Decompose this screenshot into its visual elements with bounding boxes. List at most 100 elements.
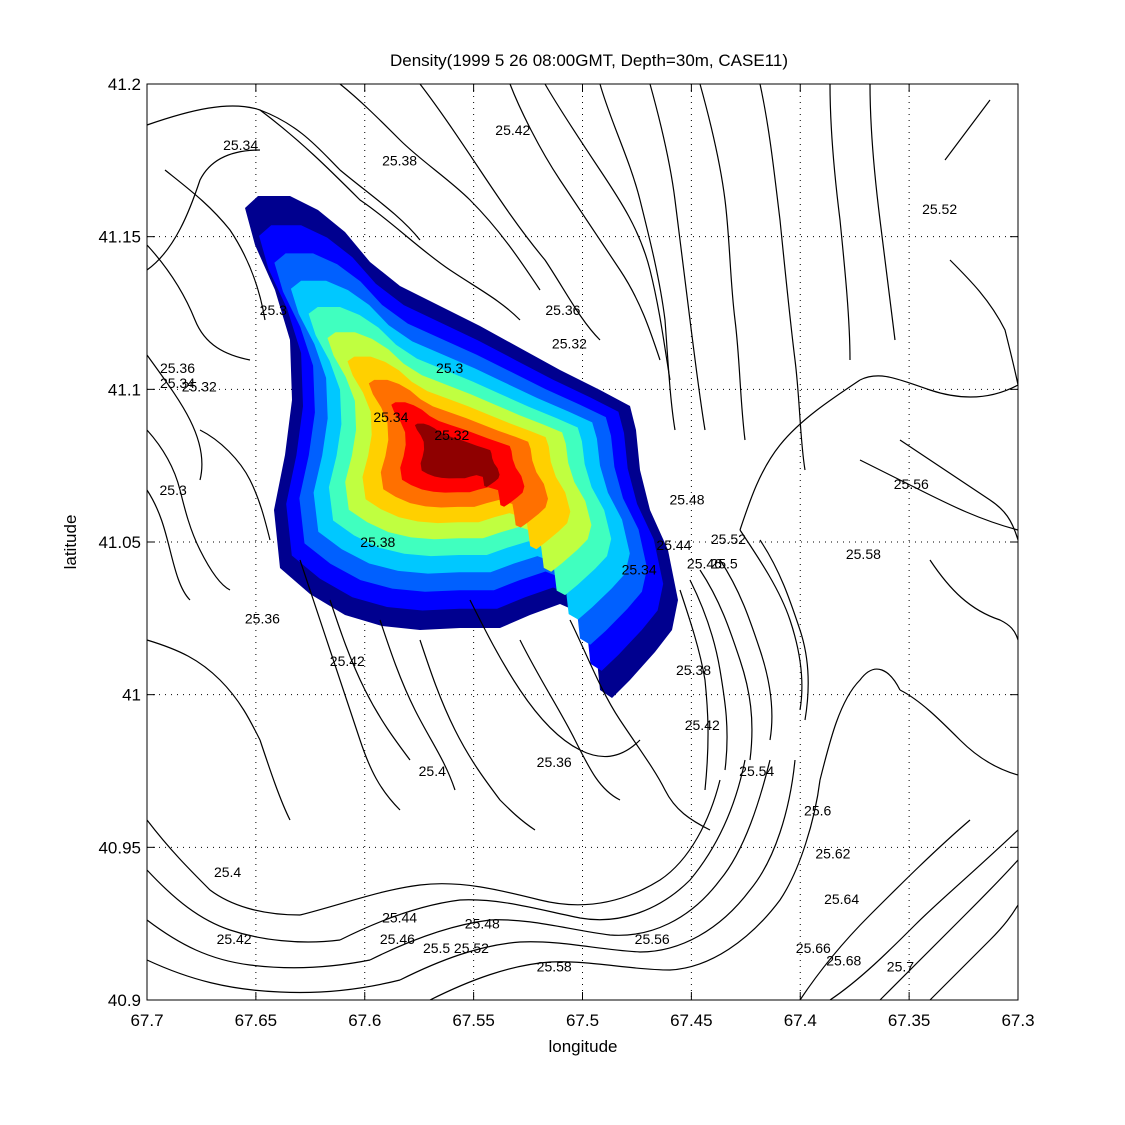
contour-line [679, 589, 709, 791]
contour-label: 25.42 [495, 122, 530, 138]
contour-line [146, 819, 301, 916]
density-fill-level-10 [414, 423, 500, 487]
x-tick-label: 67.6 [348, 1011, 381, 1030]
contour-line [369, 759, 771, 961]
contour-line [899, 689, 1019, 776]
contour-label: 25.56 [635, 931, 670, 947]
contour-label: 25.44 [382, 910, 417, 926]
y-tick-label: 40.9 [108, 991, 141, 1010]
contour-line [146, 639, 261, 741]
contour-line [819, 668, 901, 781]
contour-label: 25.32 [182, 378, 217, 394]
y-tick-label: 40.95 [98, 838, 141, 857]
contour-line [419, 639, 536, 831]
contour-line [739, 529, 803, 711]
contour-line [146, 354, 203, 481]
contour-line [759, 539, 809, 721]
y-tick-label: 41.1 [108, 380, 141, 399]
contour-line [146, 869, 341, 943]
contour-label: 25.3 [436, 360, 463, 376]
contour-label: 25.36 [160, 360, 195, 376]
contour-line [146, 959, 401, 994]
contour-line [199, 429, 271, 541]
x-tick-label: 67.3 [1001, 1011, 1034, 1030]
contour-label: 25.5 [423, 940, 450, 956]
contour-label: 25.58 [846, 546, 881, 562]
contour-line [259, 109, 521, 321]
filled-density-field [245, 196, 678, 698]
contour-line [146, 919, 371, 969]
contour-line [299, 559, 401, 811]
contour-label: 25.46 [687, 555, 722, 571]
contour-label: 25.42 [685, 717, 720, 733]
contour-line [699, 569, 753, 761]
contour-line [339, 83, 541, 291]
contour-line [399, 759, 796, 981]
contour-label: 25.52 [454, 940, 489, 956]
contour-label: 25.34 [223, 137, 258, 153]
contour-line [929, 904, 1019, 1001]
contour-line [949, 259, 1019, 386]
y-tick-label: 41.2 [108, 75, 141, 94]
y-tick-label: 41.15 [98, 228, 141, 247]
contour-lines [146, 83, 1019, 1001]
x-tick-label: 67.45 [670, 1011, 713, 1030]
contour-line [146, 105, 421, 241]
contour-line [339, 759, 746, 941]
contour-label: 25.6 [804, 803, 831, 819]
contour-label: 25.48 [465, 916, 500, 932]
contour-label: 25.3 [260, 302, 287, 318]
contour-label: 25.34 [160, 375, 195, 391]
y-tick-label: 41 [122, 686, 141, 705]
contour-label: 25.48 [669, 491, 704, 507]
contour-label: 25.54 [739, 763, 774, 779]
contour-line [719, 559, 773, 741]
x-axis-title: longitude [548, 1037, 617, 1056]
x-tick-label: 67.5 [566, 1011, 599, 1030]
contour-line [164, 169, 266, 321]
contour-line [689, 579, 728, 771]
contour-line [944, 99, 991, 161]
contour-line [379, 619, 456, 791]
y-tick-label: 41.05 [98, 533, 141, 552]
contour-label: 25.52 [711, 531, 746, 547]
contour-label: 25.36 [545, 302, 580, 318]
contour-label: 25.36 [537, 754, 572, 770]
contour-line [146, 429, 231, 591]
x-tick-label: 67.65 [235, 1011, 278, 1030]
contour-label: 25.4 [214, 864, 241, 880]
contour-line [879, 859, 1019, 1001]
contour-line [859, 459, 1019, 531]
contour-line [869, 83, 896, 341]
x-tick-label: 67.4 [784, 1011, 817, 1030]
contour-line [759, 83, 806, 471]
contour-label: 25.66 [796, 940, 831, 956]
contour-line [544, 83, 671, 381]
contour-line [259, 739, 291, 821]
contour-line [569, 619, 711, 831]
contour-label: 25.34 [373, 409, 408, 425]
contour-line [829, 83, 851, 361]
contour-label: 25.46 [380, 931, 415, 947]
contour-label: 25.44 [656, 537, 691, 553]
contour-line [829, 829, 1019, 1001]
chart-title: Density(1999 5 26 08:00GMT, Depth=30m, C… [390, 51, 788, 70]
contour-line [599, 83, 676, 431]
contour-label: 25.5 [710, 555, 737, 571]
contour-line [146, 489, 191, 601]
contour-line [899, 439, 1019, 541]
contour-line [419, 83, 601, 341]
contour-line [469, 599, 641, 758]
y-axis-title: latitude [61, 515, 80, 570]
contour-label: 25.64 [824, 891, 859, 907]
contour-line [699, 83, 746, 441]
contour-line [929, 559, 1019, 641]
contour-line [649, 83, 706, 431]
contour-line [299, 779, 721, 916]
contour-label: 25.32 [552, 336, 587, 352]
x-tick-label: 67.35 [888, 1011, 931, 1030]
contour-label: 25.38 [360, 534, 395, 550]
contour-label: 25.42 [330, 653, 365, 669]
